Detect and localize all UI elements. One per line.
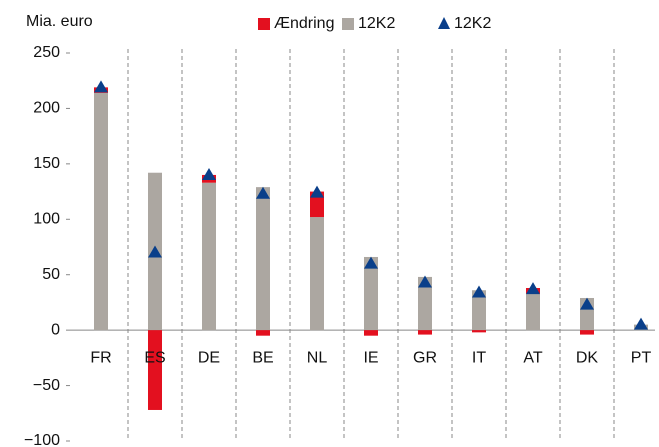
triangle-marker <box>310 185 324 198</box>
x-tick-label: NL <box>307 349 328 366</box>
bar <box>472 290 486 331</box>
x-tick-label: BE <box>252 349 273 366</box>
y-tick-label: 100 <box>33 211 60 228</box>
bar <box>364 256 378 331</box>
y-tick-label: 200 <box>33 100 60 117</box>
legend-marker <box>342 18 354 30</box>
triangle-marker <box>364 256 378 269</box>
x-tick-label: ES <box>144 349 165 366</box>
x-tick-label: FR <box>90 349 111 366</box>
legend-label: 12K2 <box>454 15 491 32</box>
triangle-marker <box>202 167 216 180</box>
change-bar <box>256 330 270 336</box>
bar <box>310 217 324 331</box>
triangle-marker <box>634 317 648 330</box>
y-tick-label: −100 <box>24 432 60 447</box>
y-axis-label: Mia. euro <box>26 13 93 30</box>
change-bar <box>418 330 432 335</box>
change-bar <box>364 330 378 336</box>
x-tick-label: IT <box>472 349 486 366</box>
triangle-marker <box>472 285 486 298</box>
legend-label: 12K2 <box>358 15 395 32</box>
legend-label: Ændring <box>274 15 334 32</box>
bar <box>418 276 432 331</box>
x-tick-label: DE <box>198 349 220 366</box>
change-bar <box>580 330 594 335</box>
triangle-marker <box>418 275 432 288</box>
y-tick-label: 150 <box>33 155 60 172</box>
x-tick-label: AT <box>523 349 542 366</box>
x-tick-label: DK <box>576 349 599 366</box>
bar <box>94 92 108 331</box>
bar <box>526 293 540 331</box>
y-tick-label: 50 <box>42 266 60 283</box>
triangle-marker <box>256 186 270 199</box>
triangle-marker <box>580 297 594 310</box>
y-tick-label: 250 <box>33 44 60 61</box>
triangle-marker <box>526 282 540 295</box>
change-bar <box>472 330 486 333</box>
x-tick-label: PT <box>631 349 652 366</box>
change-bar <box>148 330 162 410</box>
legend-marker <box>258 18 270 30</box>
x-tick-label: IE <box>363 349 378 366</box>
y-tick-label: 0 <box>51 321 60 338</box>
legend-marker <box>438 17 450 29</box>
x-tick-label: GR <box>413 349 437 366</box>
change-bar <box>310 191 324 218</box>
bar <box>202 182 216 331</box>
y-tick-label: −50 <box>33 377 60 394</box>
triangle-marker <box>94 80 108 93</box>
bar <box>256 187 270 331</box>
triangle-marker <box>148 245 162 258</box>
